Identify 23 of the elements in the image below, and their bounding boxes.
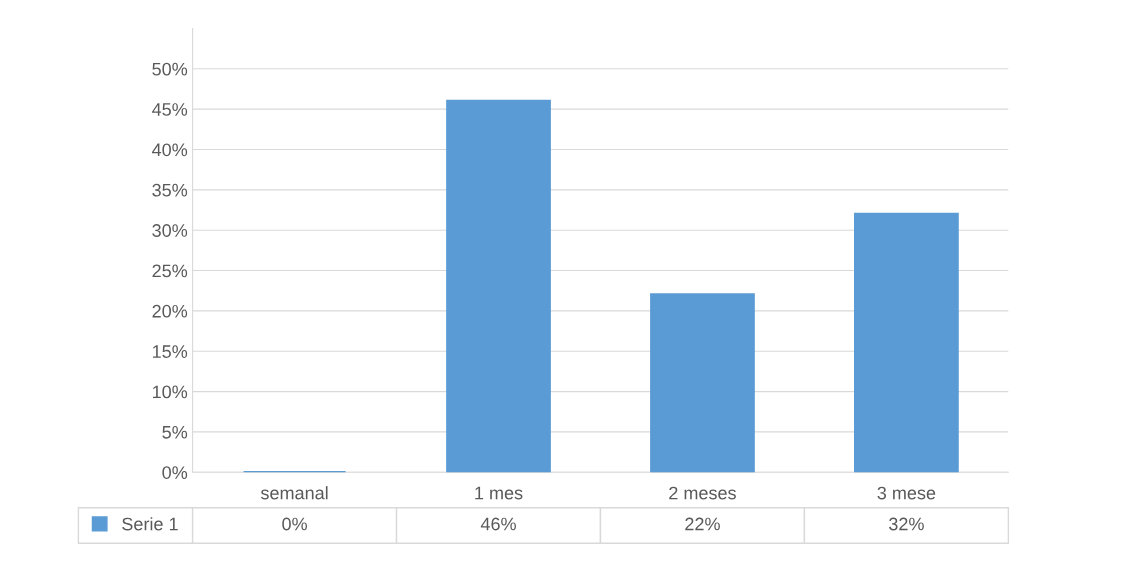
data-label: 0%	[282, 517, 307, 531]
data-label: 22%	[685, 517, 720, 531]
y-tick-label: 35%	[152, 183, 188, 197]
x-tick-label: 3 mese	[877, 486, 936, 500]
bar	[446, 99, 551, 473]
y-tick-label: 45%	[152, 103, 188, 116]
y-tick-label: 30%	[152, 224, 188, 237]
x-tick-label: 1 mes	[475, 486, 523, 500]
y-tick-label: 10%	[152, 385, 188, 399]
data-label: 46%	[480, 517, 516, 531]
y-tick-label: 5%	[162, 425, 188, 439]
y-tick-label: 40%	[152, 143, 188, 157]
y-tick-label: 15%	[152, 345, 188, 358]
x-tick-label: semanal	[260, 486, 328, 500]
bar	[650, 293, 755, 473]
bar	[854, 212, 959, 473]
data-label: 32%	[889, 517, 924, 531]
x-tick-label: 2 meses	[669, 486, 736, 500]
y-tick-label: 25%	[152, 264, 188, 278]
y-tick-label: 0%	[162, 466, 188, 479]
legend-label: Serie 1	[122, 517, 178, 531]
y-tick-label: 50%	[152, 62, 188, 76]
y-tick-label: 20%	[152, 304, 188, 318]
